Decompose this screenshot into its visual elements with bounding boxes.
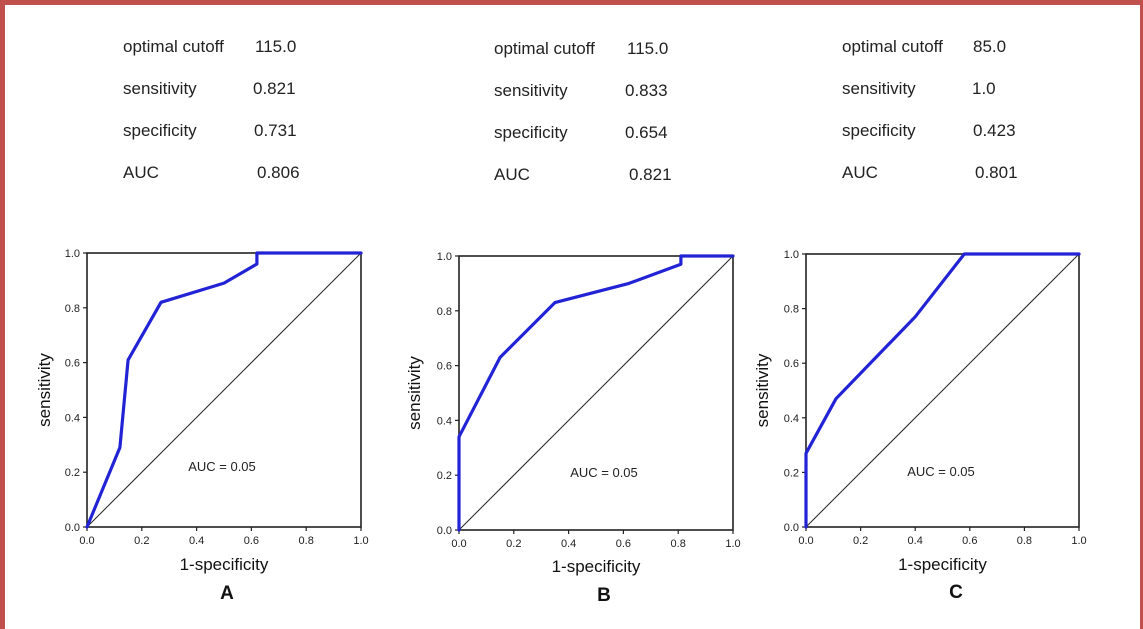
- stat-label: AUC: [494, 165, 530, 184]
- panel-letter: C: [949, 582, 963, 603]
- panel-letter: B: [597, 585, 611, 606]
- reference-diagonal: [805, 253, 1080, 528]
- y-tick-label: 0.4: [784, 413, 799, 425]
- plot-frame: [86, 252, 362, 528]
- x-tick-label: 0.2: [506, 538, 521, 550]
- stat-value: 115.0: [255, 37, 297, 56]
- x-tick-label: 0.2: [853, 535, 868, 547]
- stat-label: sensitivity: [842, 79, 916, 98]
- x-tick-label: 0.4: [189, 535, 204, 547]
- stat-value: 0.821: [629, 165, 672, 184]
- x-axis-label: 1-specificity: [898, 555, 987, 574]
- stat-value: 85.0: [973, 37, 1007, 56]
- x-tick-label: 0.4: [561, 538, 576, 550]
- y-tick-label: 1.0: [784, 249, 799, 261]
- stat-label: specificity: [842, 121, 916, 140]
- stat-label: optimal cutoff: [842, 37, 943, 56]
- y-tick-label: 0.4: [437, 415, 452, 427]
- stat-label: optimal cutoff: [123, 37, 224, 56]
- roc-curve: [85, 251, 363, 529]
- stat-label: AUC: [842, 163, 878, 182]
- stat-label: specificity: [123, 121, 197, 140]
- y-tick-label: 0.2: [784, 467, 799, 479]
- x-tick-label: 0.8: [299, 535, 314, 547]
- roc-curve: [457, 254, 735, 532]
- stat-value: 115.0: [627, 39, 669, 58]
- stat-label: AUC: [123, 163, 159, 182]
- stat-value: 0.654: [625, 123, 668, 142]
- x-tick-label: 0.6: [244, 535, 259, 547]
- roc-curve: [804, 252, 1081, 529]
- y-tick-label: 1.0: [437, 251, 452, 263]
- x-tick-label: 0.2: [134, 535, 149, 547]
- x-axis-label: 1-specificity: [180, 555, 269, 574]
- y-tick-label: 0.8: [784, 304, 799, 316]
- x-tick-label: 1.0: [353, 535, 368, 547]
- stat-label: sensitivity: [494, 81, 568, 100]
- stat-label: specificity: [494, 123, 568, 142]
- y-tick-label: 0.4: [65, 412, 80, 424]
- y-tick-label: 0.0: [784, 522, 799, 534]
- x-tick-label: 1.0: [1071, 535, 1086, 547]
- y-tick-label: 0.2: [65, 467, 80, 479]
- plot-frame: [458, 255, 734, 531]
- stat-value: 0.423: [973, 121, 1016, 140]
- y-axis-label: sensitivity: [35, 353, 54, 427]
- stat-value: 1.0: [972, 79, 996, 98]
- stat-value: 0.821: [253, 79, 296, 98]
- x-axis-label: 1-specificity: [552, 557, 641, 576]
- x-tick-label: 0.8: [1017, 535, 1032, 547]
- x-tick-label: 1.0: [725, 538, 740, 550]
- y-axis-label: sensitivity: [405, 356, 424, 430]
- y-tick-label: 0.0: [437, 525, 452, 537]
- reference-diagonal: [458, 255, 734, 531]
- stat-value: 0.833: [625, 81, 668, 100]
- x-tick-label: 0.4: [908, 535, 923, 547]
- y-tick-label: 0.0: [65, 522, 80, 534]
- auc-annotation: AUC = 0.05: [907, 464, 975, 479]
- y-tick-label: 0.8: [437, 306, 452, 318]
- stat-value: 0.731: [254, 121, 297, 140]
- plot-frame: [805, 253, 1080, 528]
- stat-label: sensitivity: [123, 79, 197, 98]
- x-tick-label: 0.0: [79, 535, 94, 547]
- x-tick-label: 0.0: [798, 535, 813, 547]
- stat-value: 0.806: [257, 163, 300, 182]
- y-tick-label: 1.0: [65, 248, 80, 260]
- y-tick-label: 0.2: [437, 470, 452, 482]
- y-tick-label: 0.8: [65, 303, 80, 315]
- reference-diagonal: [86, 252, 362, 528]
- y-tick-label: 0.6: [437, 361, 452, 373]
- auc-annotation: AUC = 0.05: [570, 465, 638, 480]
- stat-value: 0.801: [975, 163, 1018, 182]
- x-tick-label: 0.8: [671, 538, 686, 550]
- stat-label: optimal cutoff: [494, 39, 595, 58]
- panel-letter: A: [220, 583, 234, 604]
- y-axis-label: sensitivity: [753, 353, 772, 427]
- x-tick-label: 0.6: [962, 535, 977, 547]
- x-tick-label: 0.0: [451, 538, 466, 550]
- auc-annotation: AUC = 0.05: [188, 459, 256, 474]
- y-tick-label: 0.6: [784, 358, 799, 370]
- y-tick-label: 0.6: [65, 358, 80, 370]
- x-tick-label: 0.6: [616, 538, 631, 550]
